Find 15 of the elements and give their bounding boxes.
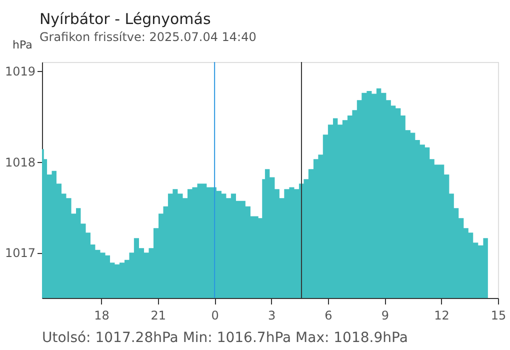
y-axis-title: hPa — [12, 38, 32, 52]
text: Utolsó: 1017.28hPa Min: 1016.7hPa Max: 1018.9hPa — [42, 330, 408, 346]
x-tick-label: 6 — [324, 308, 332, 322]
x-tick-label: 12 — [434, 308, 450, 322]
y-tick-label: 1017 — [4, 246, 36, 260]
chart-subtitle: Grafikon frissítve: 2025.07.04 14:40 — [39, 30, 256, 44]
chart-title: Nyírbátor - Légnyomás — [39, 10, 211, 28]
x-tick-label: 9 — [381, 308, 389, 322]
x-tick-label: 15 — [490, 308, 506, 322]
x-tick-label: 3 — [268, 308, 276, 322]
x-tick-label: 21 — [150, 308, 166, 322]
y-tick-label: 1019 — [4, 64, 36, 79]
x-tick-label: 0 — [211, 308, 219, 322]
y-tick-label: 1018 — [4, 155, 36, 170]
x-tick-label: 18 — [94, 308, 110, 322]
